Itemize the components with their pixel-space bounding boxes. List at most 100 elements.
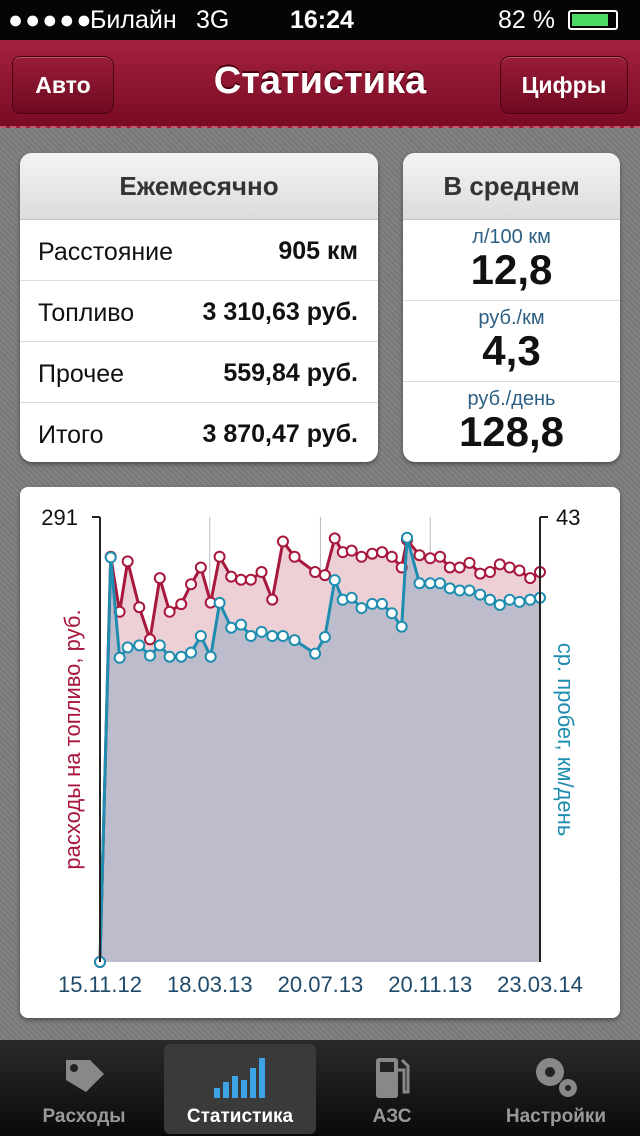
y2-tick-label: 43 [556, 505, 580, 530]
point [255, 566, 268, 579]
point [503, 561, 516, 574]
battery-icon [568, 10, 618, 30]
point [513, 595, 526, 608]
point [276, 535, 289, 548]
average-card: В среднем л/100 км 12,8 руб./км 4,3 руб./ден… [403, 153, 620, 462]
point [503, 593, 516, 606]
point [309, 566, 322, 579]
point [385, 550, 398, 563]
stat-row: Прочее 559,84 руб. [20, 342, 378, 403]
point [153, 639, 166, 652]
point [133, 601, 146, 614]
tab-label: АЗС [372, 1106, 412, 1127]
point [266, 630, 279, 643]
tab[interactable]: Настройки [480, 1044, 632, 1134]
point [366, 547, 379, 560]
point [213, 596, 226, 609]
tab-label: Настройки [505, 1106, 607, 1127]
point [143, 649, 156, 662]
stat-row: Расстояние 905 км [20, 220, 378, 281]
row-label: Прочее [38, 360, 125, 388]
point [175, 598, 188, 611]
card-title: Ежемесячно [20, 153, 378, 220]
point [376, 546, 389, 559]
point [318, 569, 331, 582]
network: 3G [196, 6, 230, 34]
row-value: 3 870,47 руб. [202, 420, 359, 448]
point [318, 631, 331, 644]
tab-bar: Расходы Статистика АЗС Настройки [0, 1040, 640, 1136]
point [395, 620, 408, 633]
point [185, 578, 198, 591]
tab[interactable]: АЗС [316, 1044, 468, 1134]
average-value: 128,8 [458, 408, 565, 455]
point [453, 584, 466, 597]
numbers-button[interactable]: Цифры [500, 56, 628, 114]
point [121, 555, 134, 568]
chart-card: 15.11.12 18.03.13 20.07.13 20.11.13 23.03.14… [20, 487, 620, 1018]
point [153, 572, 166, 585]
point [463, 584, 476, 597]
row-value: 905 км [278, 237, 358, 265]
y2-axis-label: ср. пробег, км/день [553, 643, 578, 837]
point [255, 625, 268, 638]
chart: 15.11.12 18.03.13 20.07.13 20.11.13 23.03.14… [41, 505, 583, 997]
average-item: руб./день 128,8 [403, 382, 620, 462]
card-title: В среднем [403, 153, 620, 220]
point [328, 532, 341, 545]
point [235, 573, 248, 586]
point [453, 561, 466, 574]
tab-icon [66, 1060, 104, 1092]
point [244, 630, 257, 643]
nav-title: Статистика [213, 60, 427, 102]
tab-icon [376, 1058, 410, 1098]
point [524, 593, 537, 606]
point [113, 651, 126, 664]
row-label: Расстояние [38, 238, 174, 266]
point [309, 647, 322, 660]
tab[interactable]: Расходы [8, 1044, 160, 1134]
point [355, 602, 368, 615]
stat-row: Топливо 3 310,63 руб. [20, 281, 378, 342]
point [328, 574, 341, 587]
tab[interactable]: Статистика [164, 1044, 316, 1134]
point [401, 531, 414, 544]
tab-label: Статистика [186, 1106, 294, 1127]
row-value: 559,84 руб. [223, 359, 358, 387]
point [493, 598, 506, 611]
tab-icon [536, 1058, 577, 1097]
point [474, 567, 487, 580]
point [244, 573, 257, 586]
point [413, 577, 426, 590]
tab-label: Расходы [42, 1106, 126, 1127]
area [100, 537, 540, 962]
average-value: 12,8 [470, 246, 553, 293]
point [121, 641, 134, 654]
point [413, 549, 426, 562]
tab-icon [214, 1058, 265, 1098]
x-tick-label: 20.11.13 [388, 972, 472, 997]
point [163, 650, 176, 663]
back-button[interactable]: Авто [12, 56, 114, 114]
x-tick-label: 15.11.12 [58, 972, 142, 997]
point [385, 607, 398, 620]
point [194, 630, 207, 643]
point [484, 566, 497, 579]
point [443, 561, 456, 574]
monthly-card: Ежемесячно Расстояние 905 км Топливо 3 310,… [20, 153, 378, 462]
average-unit: руб./км [478, 307, 545, 329]
row-value: 3 310,63 руб. [202, 298, 359, 326]
battery-level: 82 % [498, 6, 555, 34]
point [345, 591, 358, 604]
point [355, 550, 368, 563]
y-axis-label: расходы на топливо, руб. [60, 609, 85, 869]
point [424, 577, 437, 590]
point [376, 597, 389, 610]
carrier: Билайн [90, 6, 177, 34]
point [266, 593, 279, 606]
point [434, 577, 447, 590]
point [474, 588, 487, 601]
average-item: л/100 км 12,8 [403, 220, 620, 301]
point [104, 551, 117, 564]
average-unit: руб./день [467, 388, 556, 410]
